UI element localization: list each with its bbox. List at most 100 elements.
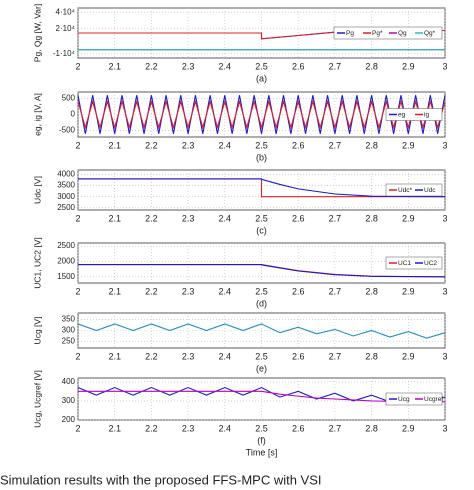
x-tick-label: 2 — [75, 423, 80, 433]
panel-label: (c) — [256, 225, 267, 235]
x-tick-label: 2.9 — [402, 351, 415, 361]
series-line — [78, 178, 445, 198]
series-line — [78, 263, 446, 278]
legend-label: Udc — [424, 187, 436, 194]
x-tick-label: 2.7 — [329, 423, 342, 433]
x-tick-label: 2 — [75, 286, 80, 296]
x-tick-label: 2.1 — [108, 213, 121, 223]
y-tick-label: 4·10⁴ — [56, 7, 76, 16]
x-tick-label: 2.6 — [292, 140, 305, 150]
x-tick-label: 3 — [442, 423, 447, 433]
x-tick-label: 2.5 — [255, 351, 268, 361]
x-tick-label: 2.9 — [402, 140, 415, 150]
legend-box — [385, 108, 443, 121]
legend-label: ig — [424, 112, 429, 119]
x-tick-label: 2.8 — [365, 286, 378, 296]
legend-label: Pg* — [372, 30, 383, 37]
x-tick-label: 2.5 — [255, 213, 268, 223]
panel-label: (e) — [256, 363, 267, 373]
y-tick-label: -1·10⁴ — [53, 49, 76, 58]
series-line — [78, 178, 446, 198]
x-tick-label: 2.3 — [182, 213, 195, 223]
x-tick-label: 2.6 — [292, 423, 305, 433]
x-tick-label: 2.2 — [145, 423, 158, 433]
x-tick-label: 2.5 — [255, 423, 268, 433]
legend-label: Ucg — [398, 396, 410, 403]
x-tick-label: 2.4 — [219, 61, 232, 71]
series-line — [78, 390, 445, 403]
x-tick-label: 2.2 — [145, 286, 158, 296]
legend-box — [333, 26, 443, 40]
y-tick-label: 300 — [62, 396, 76, 405]
x-tick-label: 2.8 — [365, 140, 378, 150]
x-tick-label: 2.7 — [329, 61, 342, 71]
y-tick-label: 500 — [62, 94, 76, 103]
x-tick-label: 2.3 — [182, 423, 195, 433]
y-tick-label: 350 — [62, 315, 76, 324]
x-tick-label: 2.7 — [329, 351, 342, 361]
legend-label: Qg — [398, 30, 407, 37]
x-tick-label: 2.4 — [219, 286, 232, 296]
x-tick-label: 3 — [442, 286, 447, 296]
legend-label: UC2 — [424, 260, 437, 267]
legend-label: Ucgref — [424, 396, 443, 403]
x-tick-label: 2.7 — [329, 286, 342, 296]
x-tick-label: 2.1 — [108, 423, 121, 433]
panel-label: (d) — [256, 298, 267, 308]
legend-label: eg — [398, 112, 406, 119]
x-tick-label: 2.8 — [365, 213, 378, 223]
series-line — [77, 386, 446, 404]
y-axis-label: UC1, UC2 [V] — [32, 237, 42, 289]
y-axis-label: eg, ig [V, A] — [32, 93, 42, 136]
series-line — [77, 95, 446, 134]
x-tick-label: 2.6 — [292, 61, 305, 71]
x-tick-label: 2 — [75, 140, 80, 150]
x-tick-label: 2.3 — [182, 61, 195, 71]
legend-box — [385, 183, 443, 197]
y-axis-label: Pg, Qg [W, Var] — [32, 4, 42, 62]
x-tick-label: 2.4 — [219, 423, 232, 433]
legend-box — [385, 256, 443, 270]
x-tick-label: 2.1 — [108, 140, 121, 150]
y-tick-label: 2500 — [57, 241, 75, 250]
x-tick-label: 2.3 — [182, 286, 195, 296]
x-tick-label: 2.2 — [145, 140, 158, 150]
x-tick-label: 2.6 — [292, 286, 305, 296]
y-tick-label: 0 — [71, 110, 76, 119]
x-tick-label: 3 — [442, 140, 447, 150]
x-tick-label: 2.9 — [402, 423, 415, 433]
series-line — [77, 99, 446, 130]
x-tick-label: 2.9 — [402, 286, 415, 296]
panel-label: (b) — [256, 152, 267, 162]
x-tick-label: 2.8 — [365, 61, 378, 71]
x-tick-label: 2 — [75, 213, 80, 223]
legend-box — [385, 392, 443, 406]
x-tick-label: 2.2 — [145, 213, 158, 223]
y-tick-label: 2·10⁴ — [56, 24, 76, 33]
x-tick-label: 2.1 — [108, 351, 121, 361]
legend-label: Qg* — [424, 30, 436, 37]
y-tick-label: 300 — [62, 326, 76, 335]
legend-label: Pg — [346, 30, 354, 37]
x-tick-label: 3 — [442, 213, 447, 223]
y-tick-label: 250 — [62, 337, 76, 346]
y-axis-label: Ucg [V] — [32, 317, 42, 345]
x-tick-label: 2.3 — [182, 140, 195, 150]
x-tick-label: 2.4 — [219, 213, 232, 223]
y-tick-label: 1500 — [57, 272, 75, 281]
x-tick-label: 2.4 — [219, 140, 232, 150]
y-tick-label: 400 — [62, 377, 76, 386]
y-tick-label: 4000 — [57, 170, 75, 179]
x-tick-label: 2.8 — [365, 423, 378, 433]
y-axis-label: Ucg, Ucgref [V] — [32, 370, 42, 428]
y-tick-label: 200 — [62, 415, 76, 424]
x-tick-label: 2.2 — [145, 351, 158, 361]
x-tick-label: 2.5 — [255, 140, 268, 150]
panel-label: (f) — [257, 435, 266, 445]
x-tick-label: 2.4 — [219, 351, 232, 361]
x-tick-label: 2.5 — [255, 286, 268, 296]
x-tick-label: 2 — [75, 61, 80, 71]
x-tick-label: 2.6 — [292, 351, 305, 361]
y-axis-label: Udc [V] — [32, 176, 42, 204]
